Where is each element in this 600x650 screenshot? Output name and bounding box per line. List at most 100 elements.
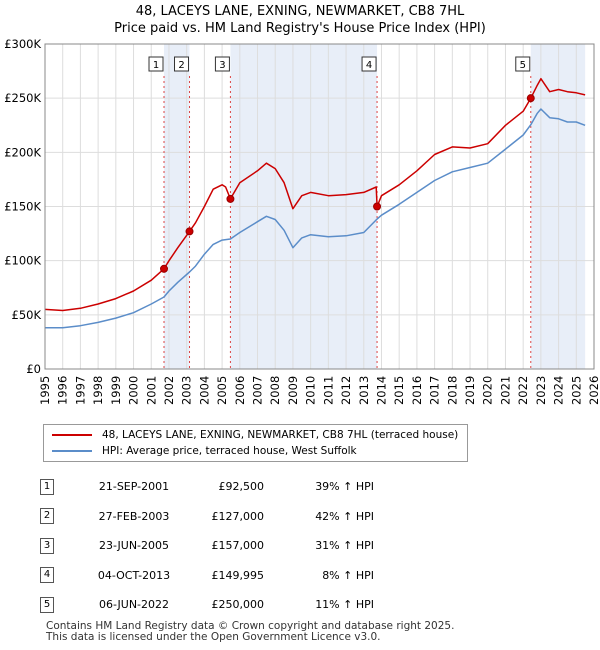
transaction-hpi: 31% ↑ HPI [315, 539, 374, 553]
transaction-price: £250,000 [211, 598, 265, 612]
x-tick-label: 2018 [445, 376, 459, 405]
x-tick-label: 2005 [215, 376, 229, 405]
x-tick-label: 2015 [392, 376, 406, 405]
sale-label-box [214, 56, 230, 72]
legend-label-hpi: HPI: Average price, terraced house, West… [102, 445, 357, 457]
transaction-date: 23-JUN-2005 [98, 539, 170, 553]
table-row: 4 04-OCT-2013 £149,995 8% ↑ HPI [40, 561, 374, 591]
table-row: 3 23-JUN-2005 £157,000 31% ↑ HPI [40, 531, 374, 561]
x-tick-label: 2012 [339, 376, 353, 405]
transaction-hpi: 42% ↑ HPI [315, 509, 374, 523]
y-tick-label: £250K [4, 91, 41, 105]
transaction-date: 21-SEP-2001 [98, 480, 170, 494]
sale-label-text: 1 [153, 60, 159, 71]
sale-label-text: 5 [520, 60, 526, 71]
footer: Contains HM Land Registry data © Crown c… [46, 621, 454, 643]
sale-label-box [361, 56, 377, 72]
legend: 48, LACEYS LANE, EXNING, NEWMARKET, CB8 … [43, 424, 468, 462]
table-row: 2 27-FEB-2003 £127,000 42% ↑ HPI [40, 502, 374, 532]
y-tick-label: £100K [4, 254, 41, 268]
legend-label-property: 48, LACEYS LANE, EXNING, NEWMARKET, CB8 … [102, 429, 459, 441]
transaction-price: £127,000 [211, 509, 265, 523]
y-tick-label: £300K [4, 37, 41, 51]
sale-point [226, 194, 235, 203]
legend-item-property: 48, LACEYS LANE, EXNING, NEWMARKET, CB8 … [52, 427, 458, 443]
sale-point [185, 227, 194, 236]
transaction-number: 1 [40, 478, 54, 495]
sale-point [526, 94, 535, 103]
x-tick-label: 2013 [357, 376, 371, 405]
sale-point [373, 202, 382, 211]
x-tick-label: 2008 [268, 376, 282, 405]
sale-label-text: 2 [178, 60, 184, 71]
transaction-hpi: 11% ↑ HPI [315, 598, 374, 612]
transaction-hpi: 8% ↑ HPI [322, 568, 374, 582]
hpi-line [45, 108, 586, 329]
x-tick-label: 2020 [481, 376, 495, 405]
footer-licence: This data is licensed under the Open Gov… [46, 631, 381, 643]
x-tick-label: 2024 [552, 376, 566, 405]
x-tick-label: 2000 [127, 376, 141, 405]
sale-markers: 1 2 3 4 5 [148, 56, 535, 273]
x-tick-label: 2017 [428, 376, 442, 405]
transaction-number: 5 [40, 596, 54, 613]
x-tick-label: 2002 [162, 376, 176, 405]
x-tick-label: 2021 [498, 376, 512, 405]
sale-label-box [174, 56, 190, 72]
table-row: 5 06-JUN-2022 £250,000 11% ↑ HPI [40, 590, 374, 620]
x-tick-label: 1999 [109, 376, 123, 405]
x-tick-label: 2014 [374, 376, 388, 405]
x-tick-label: 2019 [463, 376, 477, 405]
x-tick-label: 2023 [534, 376, 548, 405]
y-tick-label: £200K [4, 145, 41, 159]
transaction-number: 3 [40, 537, 54, 554]
x-tick-label: 1995 [38, 376, 52, 405]
x-tick-label: 1997 [73, 376, 87, 405]
x-tick-label: 2003 [180, 376, 194, 405]
plot-frame [44, 43, 595, 370]
sale-label-text: 4 [366, 60, 372, 71]
x-tick-label: 2006 [233, 376, 247, 405]
x-tick-label: 1996 [56, 376, 70, 405]
x-tick-label: 1998 [91, 376, 105, 405]
x-tick-label: 2004 [197, 376, 211, 405]
sale-point [160, 264, 169, 273]
sale-label-box [148, 56, 164, 72]
sale-date-lines [163, 76, 532, 369]
legend-item-hpi: HPI: Average price, terraced house, West… [52, 443, 357, 459]
sale-label-box [515, 56, 531, 72]
price-paid-line [44, 77, 586, 312]
x-tick-label: 2026 [587, 376, 600, 405]
transaction-price: £157,000 [211, 539, 265, 553]
transaction-date: 04-OCT-2013 [97, 568, 171, 582]
legend-swatch-blue [52, 450, 92, 452]
transaction-date: 27-FEB-2003 [98, 509, 170, 523]
y-tick-label: £50K [12, 308, 42, 322]
x-tick-label: 2025 [569, 376, 583, 405]
table-row: 1 21-SEP-2001 £92,500 39% ↑ HPI [40, 472, 374, 502]
transaction-hpi: 39% ↑ HPI [315, 480, 374, 494]
x-tick-label: 2001 [144, 376, 158, 405]
chart-title-line2: Price paid vs. HM Land Registry's House … [114, 21, 486, 36]
x-tick-label: 2022 [516, 376, 530, 405]
chart-title-line1: 48, LACEYS LANE, EXNING, NEWMARKET, CB8 … [135, 4, 465, 19]
x-tick-label: 2010 [304, 376, 318, 405]
transaction-number: 2 [40, 508, 54, 525]
transaction-number: 4 [40, 567, 54, 584]
x-tick-label: 2011 [321, 376, 335, 405]
sale-label-text: 3 [219, 60, 225, 71]
transaction-date: 06-JUN-2022 [98, 598, 170, 612]
footer-copyright: Contains HM Land Registry data © Crown c… [46, 620, 455, 632]
x-tick-label: 2009 [286, 376, 300, 405]
transaction-price: £149,995 [211, 568, 265, 582]
y-tick-label: £150K [4, 200, 41, 214]
x-tick-label: 2016 [410, 376, 424, 405]
x-tick-label: 2007 [251, 376, 265, 405]
transaction-price: £92,500 [218, 480, 265, 494]
series [44, 77, 586, 329]
y-tick-label: £0 [26, 362, 41, 376]
transactions-table: 1 21-SEP-2001 £92,500 39% ↑ HPI 2 27-FEB… [40, 472, 374, 620]
legend-swatch-red [52, 434, 92, 436]
